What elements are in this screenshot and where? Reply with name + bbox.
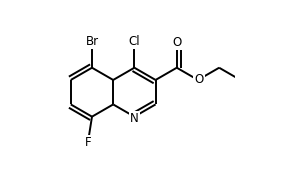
- Text: Br: Br: [85, 35, 99, 48]
- Text: F: F: [85, 136, 92, 149]
- Text: O: O: [172, 36, 181, 49]
- Text: N: N: [130, 112, 139, 125]
- Text: O: O: [194, 74, 204, 87]
- Text: Cl: Cl: [129, 35, 140, 48]
